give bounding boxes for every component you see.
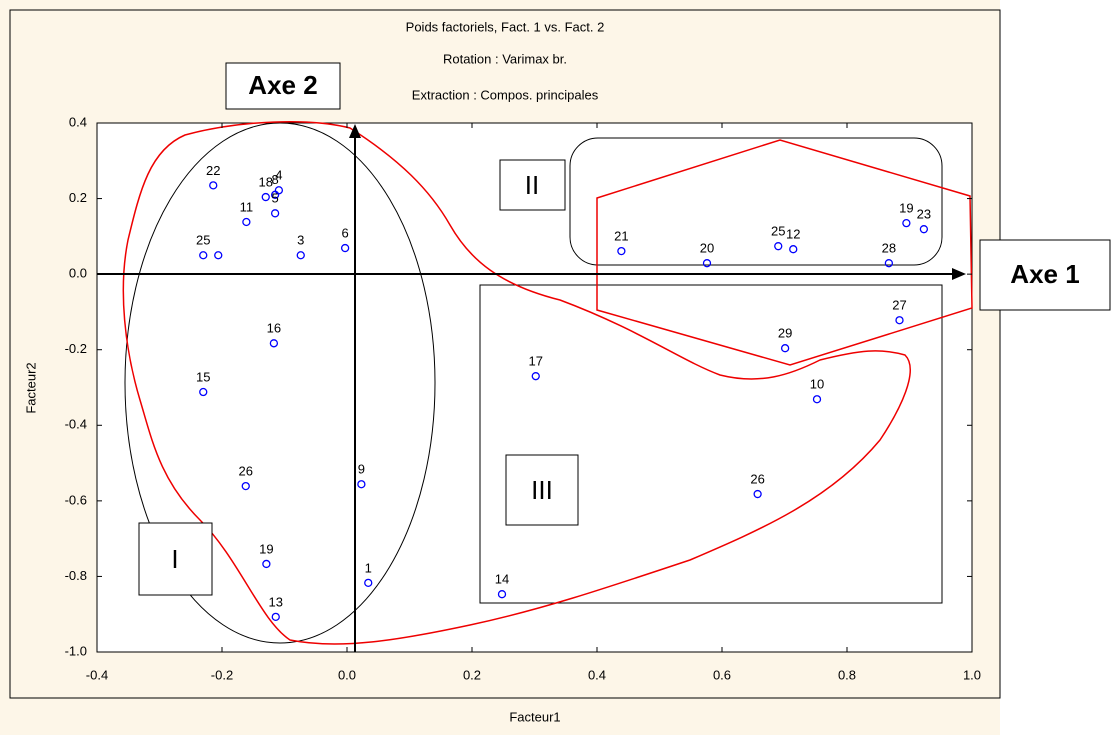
point xyxy=(262,559,271,569)
point xyxy=(919,225,929,234)
point-label: 5 xyxy=(272,191,279,206)
x-tick-label: -0.4 xyxy=(86,667,108,682)
point xyxy=(199,251,208,260)
point xyxy=(902,218,911,228)
annotation-box xyxy=(138,522,213,596)
point-label: 8 xyxy=(272,172,279,187)
x-tick-label: 0.8 xyxy=(838,667,856,682)
point xyxy=(199,387,208,397)
x-axis-label: Facteur1 xyxy=(509,709,560,724)
point xyxy=(617,246,626,256)
annotation: III xyxy=(531,475,553,505)
subtitle: Extraction : Compos. principales xyxy=(412,87,599,102)
x-tick-label: 0.4 xyxy=(588,667,606,682)
y-tick-label: -1.0 xyxy=(65,643,87,658)
point-label: 25 xyxy=(196,233,210,248)
point-label: 23 xyxy=(917,207,931,222)
point-label: 25 xyxy=(771,224,785,239)
group-box xyxy=(479,284,943,604)
point xyxy=(269,339,279,348)
point-label: 9 xyxy=(358,462,365,477)
annotation-box xyxy=(225,62,341,110)
point xyxy=(270,190,280,199)
point-label: 6 xyxy=(342,226,349,241)
point-label: 11 xyxy=(240,199,254,214)
point-label: 13 xyxy=(269,594,283,609)
annotation-box xyxy=(499,159,566,211)
annotation: Axe 2 xyxy=(248,70,317,100)
annotation: Axe 1 xyxy=(1010,259,1079,289)
y-axis-label: Facteur2 xyxy=(23,362,38,413)
y-tick-label: -0.2 xyxy=(65,341,87,356)
annotation: I xyxy=(171,544,178,574)
annotation-box xyxy=(505,454,579,526)
ellipse xyxy=(124,122,436,644)
point-label: 10 xyxy=(810,377,824,392)
red-contour xyxy=(596,139,973,366)
point xyxy=(497,590,507,599)
point-label: 21 xyxy=(614,229,628,244)
point-label: 22 xyxy=(206,163,220,178)
point xyxy=(296,251,305,260)
point xyxy=(702,259,712,268)
x-tick-label: -0.2 xyxy=(211,667,233,682)
point-label: 19 xyxy=(259,541,273,556)
x-tick-label: 0.6 xyxy=(713,667,731,682)
point xyxy=(753,489,762,499)
subtitle: Rotation : Varimax br. xyxy=(443,51,567,66)
point-label: 20 xyxy=(700,241,714,256)
point xyxy=(531,372,540,381)
y-tick-label: 0.0 xyxy=(69,266,87,281)
point xyxy=(789,245,798,254)
point-label: 1 xyxy=(365,560,372,575)
point-label: 3 xyxy=(297,233,304,248)
point-label: 26 xyxy=(239,464,253,479)
point-label: 18 xyxy=(259,174,273,189)
point-label: 26 xyxy=(750,471,764,486)
point-label: 17 xyxy=(529,354,543,369)
point xyxy=(774,242,783,251)
plot-area xyxy=(96,122,973,653)
annotation: II xyxy=(525,170,539,200)
point-label: 4 xyxy=(275,168,282,183)
point xyxy=(780,344,790,353)
point xyxy=(364,578,373,588)
point xyxy=(242,217,251,227)
y-tick-label: 0.4 xyxy=(69,114,87,129)
point xyxy=(884,259,894,268)
point-label: 12 xyxy=(786,227,800,242)
point xyxy=(214,251,223,260)
y-tick-label: 0.2 xyxy=(69,190,87,205)
point xyxy=(895,316,904,325)
arrow-head xyxy=(952,268,966,280)
annotation-box xyxy=(979,239,1111,311)
point xyxy=(271,612,280,622)
point-label: 14 xyxy=(495,572,509,587)
point xyxy=(340,243,350,253)
point xyxy=(261,192,270,202)
x-tick-label: 0.0 xyxy=(338,667,356,682)
chart-title: Poids factoriels, Fact. 1 vs. Fact. 2 xyxy=(406,19,605,34)
point-label: 16 xyxy=(267,321,281,336)
point xyxy=(812,395,822,404)
x-tick-label: 0.2 xyxy=(463,667,481,682)
frame xyxy=(9,9,1001,699)
point-label: 29 xyxy=(778,326,792,341)
y-tick-label: -0.4 xyxy=(65,417,87,432)
point xyxy=(357,480,366,489)
point-label: 28 xyxy=(882,241,896,256)
point xyxy=(270,209,280,218)
x-tick-label: 1.0 xyxy=(963,667,981,682)
point-label: 27 xyxy=(892,298,906,313)
arrow-head xyxy=(349,124,361,138)
group-box xyxy=(569,137,943,266)
point xyxy=(209,181,218,190)
red-contour xyxy=(122,121,911,645)
point xyxy=(241,481,250,491)
point-label: 15 xyxy=(196,369,210,384)
point-label: 19 xyxy=(899,201,913,216)
y-tick-label: -0.6 xyxy=(65,492,87,507)
y-tick-label: -0.8 xyxy=(65,568,87,583)
